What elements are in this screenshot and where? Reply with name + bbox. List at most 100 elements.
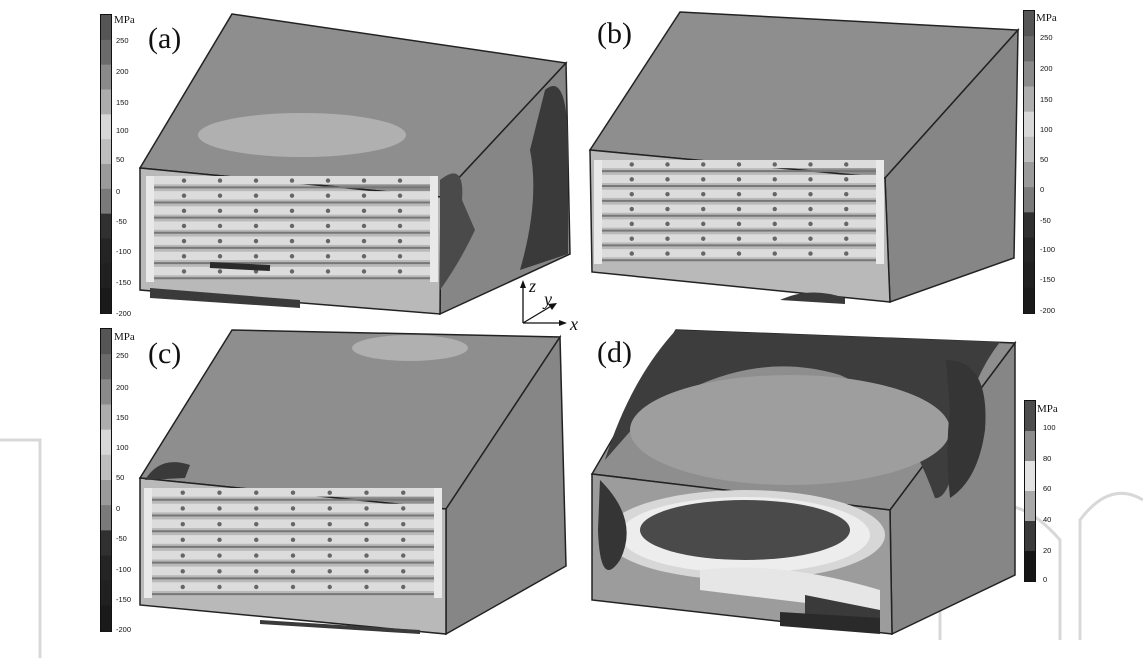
colorbar-segment	[101, 505, 111, 531]
colorbar-c-tick-m150: -150	[116, 595, 131, 604]
fin-dot	[844, 251, 849, 256]
colorbar-segment	[101, 263, 111, 289]
fin-dot	[629, 221, 634, 227]
fin-dot	[397, 254, 403, 259]
fin-dot	[217, 238, 223, 244]
colorbar-a-tick-50: 50	[116, 155, 124, 164]
colorbar-b-tick-0: 0	[1040, 185, 1044, 194]
colorbar-segment	[101, 89, 111, 115]
fin-edge	[146, 176, 154, 282]
colorbar-c-tick-0: 0	[116, 504, 120, 513]
colorbar-segment	[101, 39, 111, 66]
fin-dot	[254, 506, 259, 511]
colorbar-b-tick-m200: -200	[1040, 306, 1055, 315]
fin-dot	[401, 521, 406, 527]
colorbar-d-segment	[1025, 551, 1035, 582]
colorbar-b-tick-m150: -150	[1040, 275, 1055, 284]
fin-dot	[289, 238, 295, 244]
fin-dot	[772, 251, 777, 256]
colorbar-c-tick-m200: -200	[116, 625, 131, 634]
panel-c: MPa 250 200 150 100 50 0 -50 -100 -150 -…	[100, 328, 567, 636]
fin-dot	[327, 584, 332, 590]
colorbar-d: MPa 100 80 60 40 20 0	[1024, 400, 1058, 584]
box-d	[590, 329, 1017, 636]
fin-dot	[736, 177, 742, 182]
colorbar-a-tick-150: 150	[116, 98, 129, 107]
fin-dot	[290, 584, 296, 590]
colorbar-a-segments	[101, 15, 111, 314]
fin-dot	[844, 206, 849, 212]
fin-dot	[253, 254, 259, 259]
fin-dot	[808, 162, 813, 167]
fin-dot	[217, 254, 223, 259]
fin-dot	[844, 221, 849, 227]
colorbar-c-segments	[101, 329, 111, 632]
colorbar-d-tick-20: 20	[1043, 546, 1051, 555]
fin-dot	[217, 208, 223, 214]
box-b	[588, 11, 1020, 304]
panel-c-label: (c)	[148, 337, 181, 370]
fin-dot	[401, 490, 406, 495]
fin-dot	[180, 569, 185, 574]
fin-dot	[401, 553, 406, 558]
colorbar-segment	[1024, 136, 1034, 163]
colorbar-segment	[1024, 262, 1034, 289]
fin-dot	[808, 191, 813, 197]
colorbar-d-segment	[1025, 431, 1035, 462]
fin-dot	[736, 221, 742, 227]
colorbar-segment	[101, 164, 111, 190]
fin-dot	[665, 221, 670, 227]
fin-dot	[217, 178, 223, 183]
fin-dot	[364, 584, 369, 590]
fin-dot	[364, 553, 369, 558]
fin-dot	[180, 506, 185, 511]
fin-dot	[254, 537, 259, 543]
fin-dot	[327, 521, 332, 527]
colorbar-segment	[1024, 187, 1034, 213]
fin-dot	[701, 221, 706, 227]
fin-dot	[327, 506, 332, 511]
fin-dot	[665, 177, 670, 182]
fin-dot	[217, 269, 223, 274]
colorbar-a-tick-m200: -200	[116, 309, 131, 318]
fin-dot	[736, 236, 742, 241]
fin-dot	[701, 162, 706, 167]
fin-dot	[217, 569, 222, 574]
fin-dot	[772, 177, 777, 182]
fin-dot	[217, 584, 222, 590]
panel-a: MPa 250 200 150 100 50 0 -50 -100 -150 -…	[100, 13, 571, 318]
fin-dot	[808, 236, 813, 241]
colorbar-segment	[1024, 36, 1034, 62]
colorbar-segment	[101, 354, 111, 380]
fin-dot	[289, 223, 295, 229]
fin-dot	[397, 223, 403, 229]
fin-edge	[430, 176, 438, 282]
fin-dot	[401, 506, 406, 511]
axis-y-label: y	[542, 289, 552, 309]
fin-dot	[772, 206, 777, 212]
fin-dot	[181, 269, 187, 274]
colorbar-c-unit: MPa	[114, 331, 135, 343]
colorbar-segment	[1024, 212, 1034, 238]
fin-edge	[144, 488, 152, 598]
colorbar-c-tick-250: 250	[116, 351, 129, 360]
fin-dot	[629, 177, 634, 182]
colorbar-a-tick-0: 0	[116, 187, 120, 196]
colorbar-d-segment	[1025, 491, 1035, 522]
colorbar-d-tick-40: 40	[1043, 515, 1051, 524]
fin-dot	[701, 191, 706, 197]
colorbar-segment	[1024, 86, 1034, 113]
fin-dot	[665, 206, 670, 212]
colorbar-segment	[1024, 287, 1034, 314]
colorbar-segment	[1024, 11, 1034, 37]
fin-dot	[289, 178, 295, 183]
colorbar-segment	[101, 329, 111, 355]
fin-dot	[844, 177, 849, 182]
fin-edge	[434, 488, 442, 598]
fin-dot	[736, 206, 742, 212]
fin-dot	[327, 490, 332, 495]
colorbar-a-tick-m100: -100	[116, 247, 131, 256]
colorbar-segment	[101, 188, 111, 215]
colorbar-b-tick-100: 100	[1040, 125, 1053, 134]
